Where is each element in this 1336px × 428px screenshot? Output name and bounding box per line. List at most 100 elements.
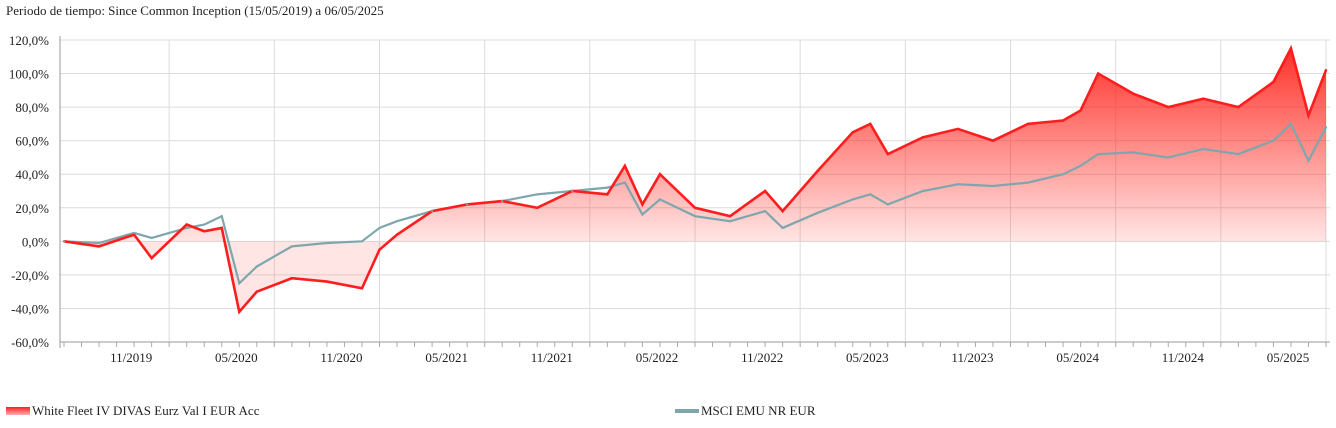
x-tick-label: 05/2025 [1267,350,1310,365]
data-point-msci-emu [325,241,329,245]
data-point-msci-emu [1132,151,1135,154]
data-point-white-fleet [360,287,364,290]
data-point-white-fleet [1307,114,1310,117]
data-point-white-fleet [623,164,627,168]
x-tick-label: 11/2023 [951,350,993,365]
data-point-msci-emu [150,236,153,240]
x-tick-label: 05/2023 [846,350,889,365]
data-point-white-fleet [1272,80,1275,84]
data-point-msci-emu [956,183,960,186]
data-point-white-fleet [886,152,890,156]
legend-item-index: MSCI EMU NR EUR [675,403,816,419]
data-point-white-fleet [1026,122,1030,126]
data-point-msci-emu [1272,139,1275,142]
data-point-msci-emu [851,198,854,201]
data-point-msci-emu [220,215,223,218]
data-point-msci-emu [869,193,872,196]
data-point-white-fleet [203,230,206,233]
period-label: Periodo de tiempo: Since Common Inceptio… [6,3,384,18]
data-point-msci-emu [921,189,924,193]
data-point-white-fleet [956,127,960,131]
y-tick-label: 40,0% [15,167,49,182]
y-tick-label: -40,0% [11,301,49,316]
data-point-msci-emu [606,186,609,189]
data-point-msci-emu [816,211,819,214]
data-point-white-fleet [220,226,223,230]
data-point-msci-emu [1324,126,1328,129]
data-point-msci-emu [255,265,258,268]
data-point-white-fleet [238,310,241,313]
axes [59,36,1330,348]
data-point-white-fleet [1202,97,1205,100]
x-tick-label: 05/2022 [636,350,679,365]
data-point-msci-emu [1289,122,1293,125]
series-line-msci-emu [63,122,1327,286]
data-point-msci-emu [62,240,66,243]
data-point-white-fleet [851,131,854,134]
data-point-msci-emu [728,220,732,223]
data-point-white-fleet [395,233,399,236]
data-point-msci-emu [886,203,889,206]
data-point-msci-emu [133,231,136,235]
data-point-msci-emu [641,213,644,216]
data-point-white-fleet [1324,69,1328,72]
x-tick-label: 11/2021 [531,350,573,365]
data-point-msci-emu [1307,159,1310,162]
legend-swatch-index [675,409,699,413]
data-point-white-fleet [1289,47,1293,50]
data-point-white-fleet [255,290,259,293]
data-point-msci-emu [991,184,995,188]
data-point-white-fleet [606,193,609,196]
data-point-white-fleet [185,223,188,226]
data-point-msci-emu [1026,181,1030,184]
data-point-msci-emu [430,210,434,213]
data-point-white-fleet [1079,109,1082,112]
data-point-white-fleet [869,122,872,126]
x-tick-label: 11/2024 [1162,350,1205,365]
data-point-msci-emu [185,226,188,230]
data-point-msci-emu [466,203,469,206]
data-point-msci-emu [360,240,364,243]
data-point-white-fleet [641,203,644,206]
data-point-white-fleet [816,169,819,173]
x-tick-label: 11/2020 [320,350,362,365]
data-point-msci-emu [290,245,293,248]
data-point-white-fleet [658,173,662,176]
x-tick-label: 05/2021 [425,350,468,365]
legend-item-fund: White Fleet IV DIVAS Eurz Val I EUR Acc [6,403,259,419]
x-tick-label: 11/2019 [110,350,152,365]
data-point-msci-emu [781,226,784,230]
data-point-msci-emu [203,223,206,226]
data-point-msci-emu [97,241,101,245]
performance-chart: -60,0% -40,0% -20,0% 0,0% 20,0% 40,0% 60,0% 80,… [9,33,1330,365]
data-point-white-fleet [693,206,697,209]
data-point-white-fleet [763,189,767,193]
y-tick-label: -60,0% [11,335,49,350]
x-tick-label: 05/2020 [215,350,258,365]
data-point-msci-emu [1167,156,1170,159]
data-point-msci-emu [1079,164,1082,167]
y-tick-label: -20,0% [11,268,49,283]
legend-label-fund: White Fleet IV DIVAS Eurz Val I EUR Acc [32,403,260,418]
x-axis-ticks: 11/2019 05/2020 11/2020 05/2021 11/2021 05/20… [110,350,1309,365]
fund-area-fill [64,48,1326,312]
data-point-msci-emu [1202,147,1205,151]
data-point-white-fleet [1237,105,1240,109]
data-point-msci-emu [378,226,381,230]
y-tick-label: 120,0% [9,33,49,48]
data-point-msci-emu [1097,152,1100,156]
data-point-white-fleet [991,139,995,142]
data-point-msci-emu [395,220,399,223]
data-points [62,47,1328,313]
data-point-white-fleet [378,248,381,251]
data-point-msci-emu [693,215,697,218]
series-line-white-fleet [63,44,1328,315]
data-point-white-fleet [1167,105,1170,109]
data-point-white-fleet [325,280,329,283]
data-point-msci-emu [1061,173,1065,176]
legend-label-index: MSCI EMU NR EUR [701,403,816,418]
data-point-msci-emu [501,199,504,203]
data-point-white-fleet [290,277,294,280]
data-point-msci-emu [536,193,539,196]
data-point-msci-emu [571,189,574,193]
